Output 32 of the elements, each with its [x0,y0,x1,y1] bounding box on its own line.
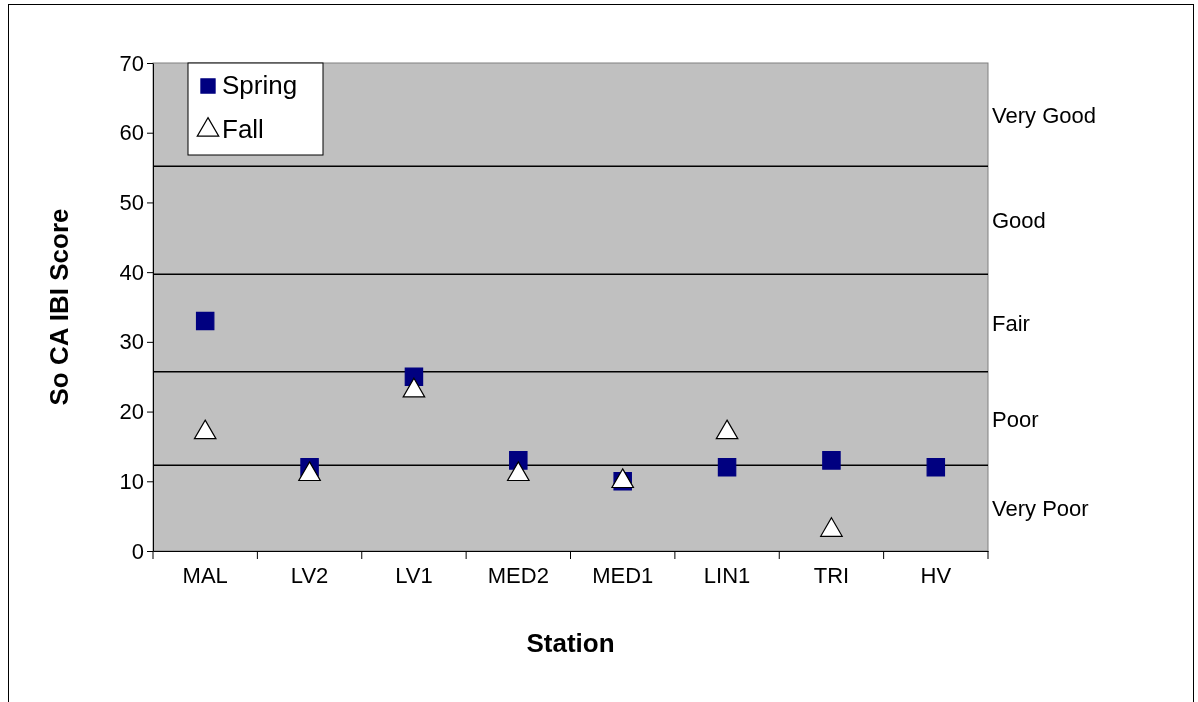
point [820,517,843,537]
point [715,419,739,440]
x-tick-label: LIN1 [703,562,751,588]
y-tick-label: 40 [119,259,144,285]
y-tick-label: 30 [119,329,144,355]
y-tick-label: 50 [119,189,144,215]
y-tick-label: 0 [131,538,144,564]
text: Poor [992,406,1039,432]
y-tick-label: 20 [119,399,144,425]
text: Very Poor [992,496,1089,522]
x-tick-label: MED1 [592,562,654,588]
x-tick-label: HV [920,562,952,588]
point [506,461,530,482]
x-tick-label: TRI [813,562,850,588]
text: Good [992,208,1046,234]
x-tick-label: MAL [182,562,228,588]
point [402,377,426,398]
point [298,461,321,482]
x-tick-label: LV2 [290,562,329,588]
x-tick-label: LV1 [395,562,433,588]
x-axis-title: Station [526,628,615,658]
y-tick-label: 70 [119,50,144,76]
y-tick-label: 60 [119,120,144,146]
y-tick-label: 10 [119,468,144,494]
legend-label: Fall [222,114,264,144]
y-axis-title: So CA IBI Score [44,208,74,406]
point [195,311,215,331]
text: Very Good [992,102,1096,128]
legend-label: Spring [222,70,298,100]
point [193,419,217,440]
x-tick-label: MED2 [487,562,549,588]
text: Fair [992,311,1030,337]
